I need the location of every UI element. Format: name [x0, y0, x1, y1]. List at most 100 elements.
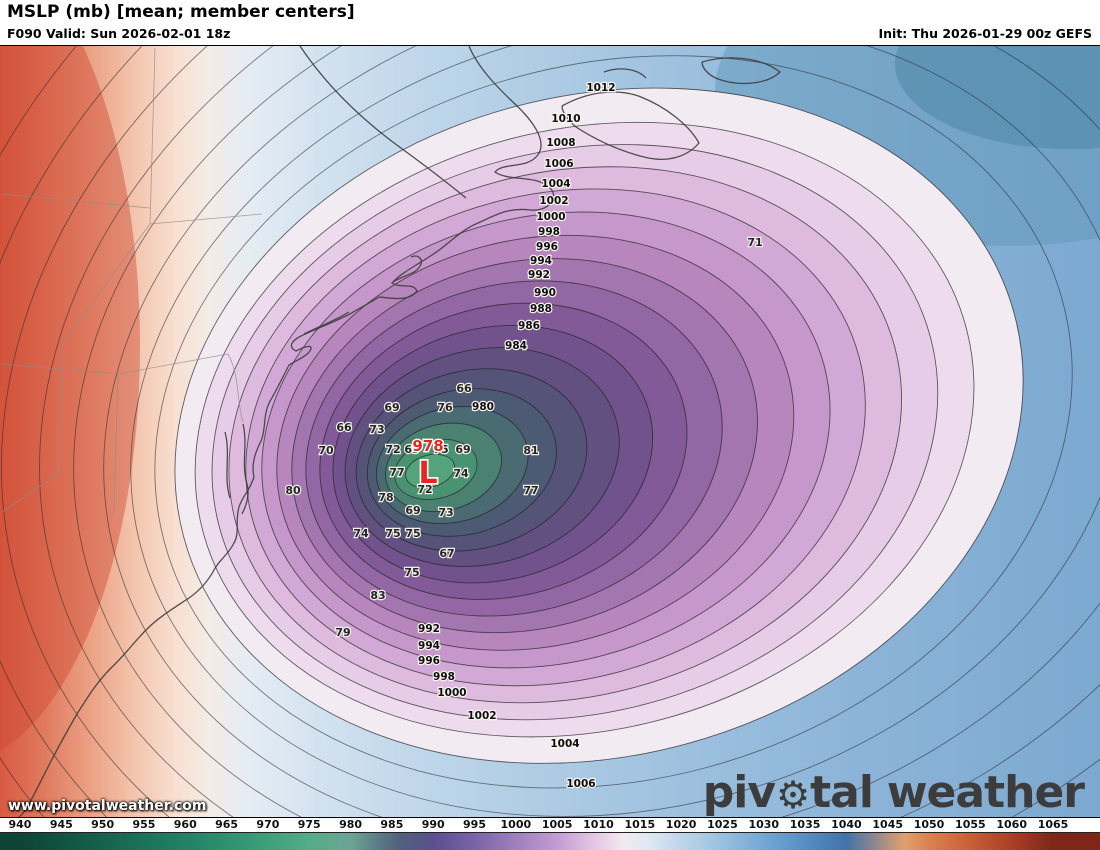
- state-border: [227, 353, 244, 423]
- colorbar-tick: 1015: [624, 818, 656, 831]
- isobar-contour: [39, 46, 1100, 817]
- member-center-label: 77: [389, 466, 404, 479]
- member-center-label: 75: [405, 527, 420, 540]
- isobar-label: 992: [528, 269, 550, 281]
- member-center-label: 81: [523, 444, 538, 457]
- member-center-label: 74: [353, 527, 369, 540]
- logo-text-weather: weather: [886, 767, 1085, 818]
- colorbar-tick: 1005: [541, 818, 573, 831]
- logo-text-tal: tal: [810, 767, 874, 818]
- member-center-label: 72: [417, 483, 432, 496]
- low-pressure-marker: L: [418, 456, 437, 491]
- isobar-label: 996: [418, 655, 440, 667]
- state-border: [1, 193, 151, 209]
- isobar-label: 998: [433, 671, 455, 683]
- gear-icon: ⚙: [776, 773, 810, 817]
- colorbar-tick: 980: [339, 818, 363, 831]
- isobar-contour: [154, 55, 1073, 789]
- isobar-label: 988: [530, 303, 552, 315]
- coastline: [224, 431, 231, 499]
- init-time-label: Init: Thu 2026-01-29 00z GEFS: [878, 26, 1092, 41]
- coastline: [603, 68, 647, 79]
- logo-text-piv: piv: [702, 767, 776, 818]
- isobar-label: 1006: [544, 158, 573, 170]
- isobar-label: 994: [418, 640, 440, 652]
- colorbar-tick: 1025: [707, 818, 738, 831]
- isobar-contour: [73, 46, 1100, 817]
- isobar-label: 1004: [541, 178, 570, 190]
- colorbar-tick: 1040: [831, 818, 862, 831]
- coastline: [701, 57, 781, 85]
- member-center-label: 71: [747, 236, 762, 249]
- member-center-label: 83: [370, 589, 385, 602]
- colorbar-tick: 1045: [872, 818, 904, 831]
- isobar-contour: [1, 46, 1100, 817]
- isobar-label: 1002: [539, 195, 568, 207]
- low-pressure-value: 978: [412, 437, 443, 455]
- member-center-label: 77: [523, 484, 538, 497]
- colorbar-tick: 1035: [789, 818, 821, 831]
- member-center-label: 80: [285, 484, 301, 497]
- coastline: [561, 91, 700, 160]
- member-center-label: 69: [405, 504, 420, 517]
- member-center-label: 79: [335, 626, 350, 639]
- colorbar-tick: 960: [173, 818, 197, 831]
- header: MSLP (mb) [mean; member centers] F090 Va…: [0, 0, 1100, 45]
- pivotal-weather-logo: piv ⚙ tal weather: [702, 767, 1085, 818]
- coastline: [241, 423, 249, 515]
- colorbar-tick: 995: [463, 818, 486, 831]
- isobar-label: 990: [534, 287, 556, 299]
- member-center-label: 74: [453, 467, 469, 480]
- member-center-label: 76: [437, 401, 453, 414]
- map-canvas[interactable]: 1012 1010 1008 1006 1004 1002 1000 998 996 994 992…: [0, 45, 1100, 818]
- member-center-label: 69: [384, 401, 399, 414]
- isobar-label: 1000: [536, 211, 565, 223]
- coastline: [392, 255, 422, 283]
- member-center-label: 75: [433, 443, 448, 456]
- member-center-label: 73: [438, 506, 453, 519]
- member-center-label: 66: [456, 382, 472, 395]
- colorbar-tick: 1060: [996, 818, 1027, 831]
- isobar-label: 996: [536, 241, 558, 253]
- isobar-label: 1008: [546, 137, 575, 149]
- isobar-label: 980: [472, 401, 494, 413]
- colorbar-tick: 965: [215, 818, 239, 831]
- member-center-label: 78: [378, 491, 393, 504]
- colorbar-tick: 1010: [583, 818, 614, 831]
- member-center-label: 69: [404, 443, 419, 456]
- isobar-label: 992: [418, 623, 440, 635]
- isobar-label: 986: [518, 320, 540, 332]
- isobar-label: 1004: [550, 738, 579, 750]
- state-border: [113, 373, 119, 515]
- watermark-url[interactable]: www.pivotalweather.com: [8, 798, 207, 814]
- valid-time-label: F090 Valid: Sun 2026-02-01 18z: [7, 26, 231, 41]
- isobar-label: 1002: [467, 710, 496, 722]
- pressure-shading-blob: [895, 46, 1100, 149]
- isobar-label: 998: [538, 226, 560, 238]
- isobar-label: 1010: [551, 113, 580, 125]
- member-center-label: 67: [439, 547, 454, 560]
- colorbar-tick: 975: [297, 818, 321, 831]
- mslp-contour-map: 1012101010081006100410021000998996994992…: [0, 46, 1100, 817]
- colorbar-tick: 1000: [500, 818, 532, 831]
- member-center-label: 69: [455, 443, 470, 456]
- colorbar-tick: 970: [256, 818, 280, 831]
- state-border: [149, 213, 263, 225]
- isobar-label: 1006: [566, 778, 595, 790]
- pressure-shading-blob: [0, 46, 140, 752]
- isobar-label: 994: [530, 255, 552, 267]
- isobar-contour: [103, 46, 1100, 817]
- member-center-label: 75: [385, 527, 400, 540]
- pressure-band: [405, 453, 455, 489]
- colorbar-tick: 940: [8, 818, 32, 831]
- colorbar-tick: 1030: [748, 818, 780, 831]
- colorbar-tick: 985: [380, 818, 404, 831]
- colorbar-tick: 1055: [955, 818, 986, 831]
- isobar-contour: [130, 46, 1100, 817]
- member-center-label: 72: [385, 443, 400, 456]
- colorbar-tick: 1050: [913, 818, 945, 831]
- colorbar-tick: 945: [49, 818, 73, 831]
- colorbar-gradient-strip: [0, 832, 1100, 850]
- member-center-label: 66: [336, 421, 352, 434]
